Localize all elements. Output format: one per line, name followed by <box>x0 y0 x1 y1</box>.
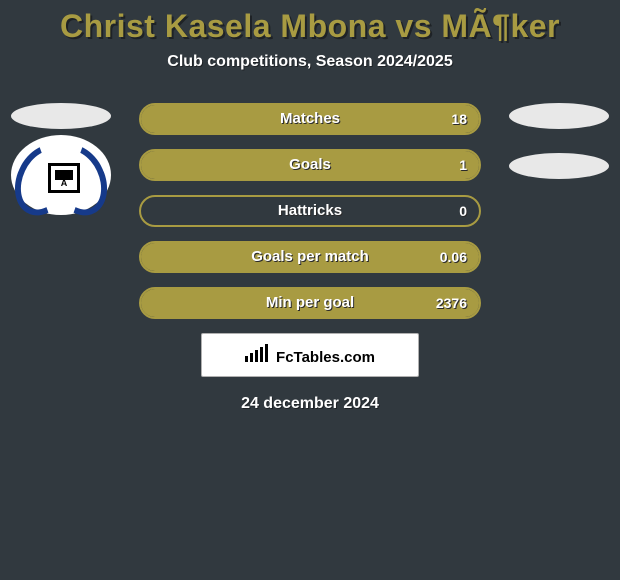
page-title: Christ Kasela Mbona vs MÃ¶ker <box>0 0 620 45</box>
stat-bar-label: Hattricks <box>141 197 479 225</box>
stat-bar: Goals1 <box>139 149 481 181</box>
stat-bar-label: Min per goal <box>141 289 479 317</box>
brand-logo: FcTables.com <box>245 344 375 366</box>
player-right-avatar-placeholder-2 <box>509 153 609 179</box>
stat-bar: Min per goal2376 <box>139 287 481 319</box>
page-subtitle: Club competitions, Season 2024/2025 <box>0 53 620 71</box>
stat-bar-value: 0.06 <box>440 243 467 271</box>
player-left-club-badge: A <box>11 135 111 215</box>
stat-bar-list: Matches18 Goals1 Hattricks0 Goals per match… <box>139 103 481 319</box>
brand-bars-icon <box>245 344 270 362</box>
brand-text: FcTables.com <box>276 349 375 366</box>
stats-area: A Matches18 Goals1 Hattricks0 Goals per mat… <box>0 103 620 413</box>
brand-box[interactable]: FcTables.com <box>201 333 419 377</box>
player-left-avatar-placeholder <box>11 103 111 129</box>
stat-bar-value: 0 <box>459 197 467 225</box>
player-right-avatar-placeholder-1 <box>509 103 609 129</box>
stat-bar-label: Goals <box>141 151 479 179</box>
stat-bar: Hattricks0 <box>139 195 481 227</box>
player-right-column <box>504 103 614 179</box>
comparison-infographic: Christ Kasela Mbona vs MÃ¶ker Club compe… <box>0 0 620 580</box>
stat-bar-value: 18 <box>451 105 467 133</box>
stat-bar-value: 1 <box>459 151 467 179</box>
stat-bar-value: 2376 <box>436 289 467 317</box>
stat-bar: Goals per match0.06 <box>139 241 481 273</box>
stat-bar-label: Matches <box>141 105 479 133</box>
stat-bar: Matches18 <box>139 103 481 135</box>
stat-bar-label: Goals per match <box>141 243 479 271</box>
date-label: 24 december 2024 <box>0 395 620 413</box>
player-left-column: A <box>6 103 116 215</box>
